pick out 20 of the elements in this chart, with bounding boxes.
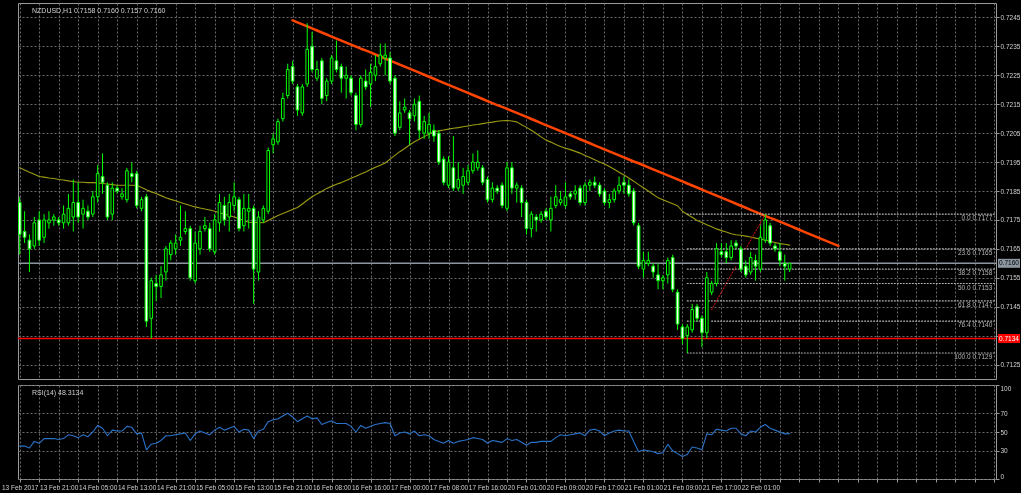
candlestick: [778, 242, 782, 267]
line-series: [19, 412, 791, 457]
candlestick: [451, 135, 456, 192]
candlestick: [32, 216, 37, 250]
candlestick: [178, 204, 183, 247]
candlestick: [66, 193, 71, 227]
candlestick: [680, 323, 685, 345]
candlestick: [173, 233, 178, 256]
candlestick: [61, 204, 66, 230]
line-series: [19, 119, 791, 246]
line-series: [291, 19, 840, 248]
candlestick: [222, 196, 227, 227]
candlestick: [100, 152, 105, 195]
candlestick: [748, 251, 753, 276]
candlestick: [281, 92, 285, 123]
candlestick: [490, 181, 495, 204]
candlestick: [373, 54, 378, 82]
candlestick: [378, 42, 383, 68]
candlestick: [368, 63, 373, 108]
candlestick: [773, 242, 777, 253]
